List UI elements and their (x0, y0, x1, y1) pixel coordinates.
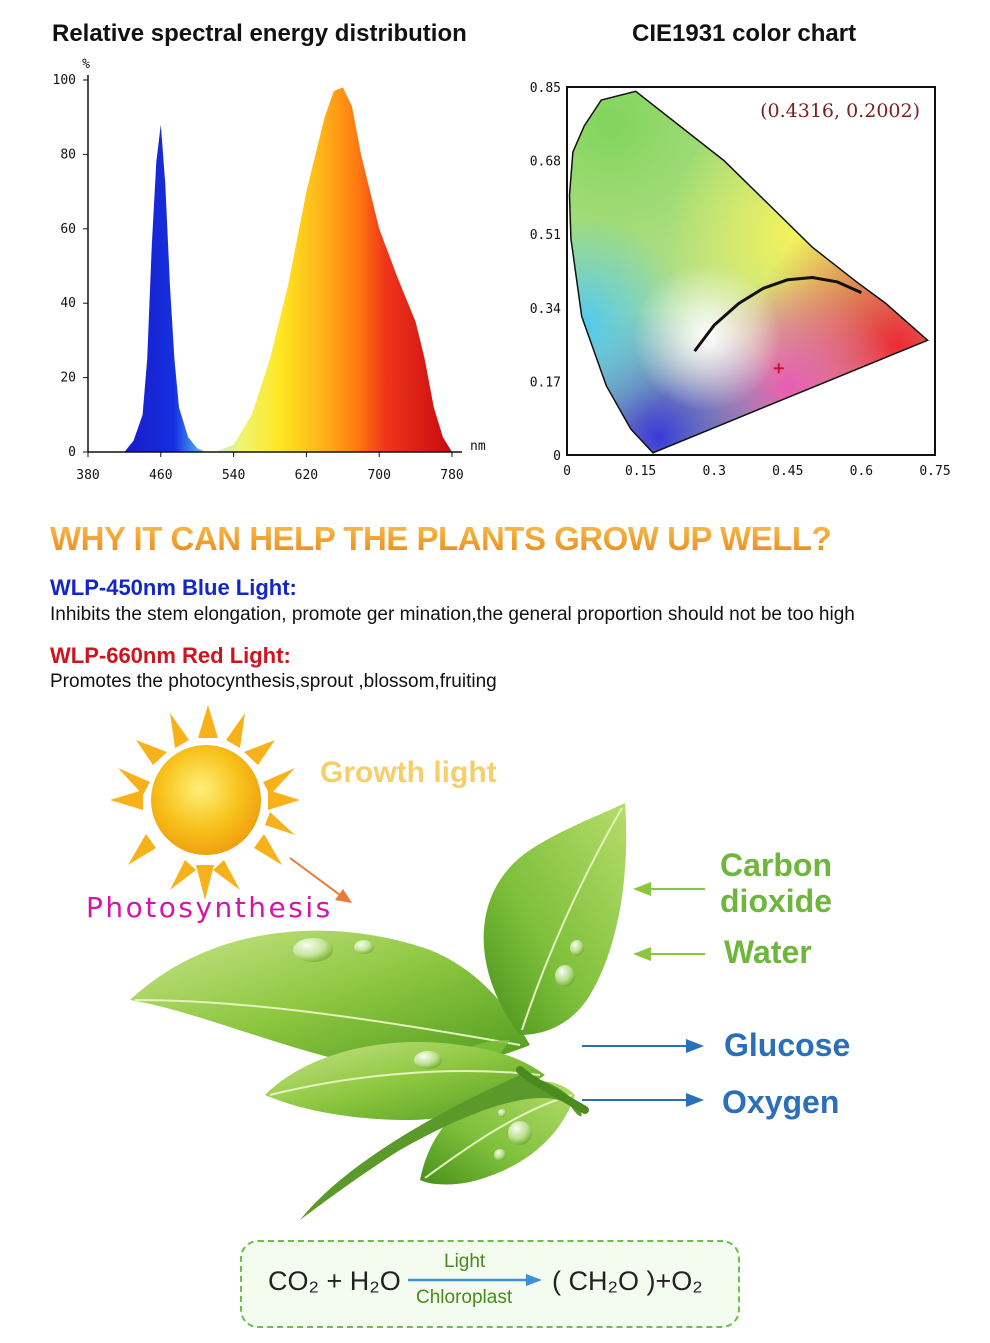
formula-light: Light (444, 1251, 486, 1272)
dioxide-label: dioxide (720, 883, 832, 919)
spectral-chart: 380 460 540 620 700 780 0 20 40 60 80 100% nm (53, 57, 486, 483)
cie-x-tick: 0.15 (625, 464, 656, 479)
formula-box (240, 1240, 740, 1328)
cie-spectral-locus (568, 90, 930, 454)
cie-y-tick: 0.51 (530, 228, 561, 243)
sun-arrow (289, 857, 341, 896)
glucose-arrow (582, 1039, 704, 1053)
growth-light-label: Growth light (320, 756, 497, 789)
cie-planckian-locus (693, 276, 863, 353)
spectral-x-tick: 780 (440, 468, 463, 483)
cie-x-tick: 0.75 (919, 464, 950, 479)
water-arrow (633, 947, 705, 961)
photosynthesis-label: Photosynthesis (86, 891, 333, 924)
formula-chloroplast: Chloroplast (416, 1287, 513, 1308)
spectrum-peak-0 (124, 124, 216, 452)
sun-icon (110, 705, 300, 900)
water-label: Water (724, 934, 812, 970)
formula-arrow (408, 1274, 542, 1286)
spectral-chart-title: Relative spectral energy distribution (52, 20, 467, 47)
cie-x-tick: 0.45 (772, 464, 803, 479)
spectral-y-tick: 20 (60, 371, 76, 386)
cie-x-tick: 0.3 (702, 464, 725, 479)
cie-y-tick: 0.34 (530, 302, 561, 317)
cie-chart: (0.4316, 0.2002) 0 0.15 0.3 0.45 0.6 0.75 0 0.17… (530, 81, 951, 479)
leaves-illustration (130, 803, 627, 1220)
carbon-label: Carbon (720, 847, 832, 883)
spectral-x-tick: 380 (76, 468, 99, 483)
cie-chart-title: CIE1931 color chart (632, 20, 857, 47)
oxygen-label: Oxygen (722, 1084, 839, 1120)
photosynthesis-diagram: Growth light Photosynthesis Carbon dioxi… (86, 705, 850, 1220)
spectral-y-tick: 60 (60, 222, 76, 237)
cie-y-tick: 0.68 (530, 155, 561, 170)
cie-chromaticity-point (773, 363, 784, 374)
spectral-x-tick: 540 (222, 468, 245, 483)
spectral-y-tick: 40 (60, 296, 76, 311)
red-light-title: WLP-660nm Red Light: (50, 643, 291, 668)
blue-light-title: WLP-450nm Blue Light: (50, 575, 297, 600)
spectral-y-tick: 0 (68, 445, 76, 460)
spectral-x-tick: 620 (295, 468, 318, 483)
spectral-x-unit: nm (470, 439, 486, 454)
spectral-x-tick: 700 (367, 468, 390, 483)
water-drops-icon (293, 938, 584, 1161)
glucose-label: Glucose (724, 1027, 850, 1063)
spectral-x-tick: 460 (149, 468, 172, 483)
cie-y-tick: 0.85 (530, 81, 561, 96)
cie-x-tick: 0.6 (850, 464, 873, 479)
cie-x-tick: 0 (563, 464, 571, 479)
cie-y-tick: 0.17 (530, 375, 561, 390)
cie-annotation: (0.4316, 0.2002) (760, 100, 920, 122)
headline: WHY IT CAN HELP THE PLANTS GROW UP WELL? (50, 520, 832, 557)
spectral-y-unit: % (82, 57, 90, 72)
oxygen-arrow (582, 1093, 704, 1107)
formula-reactants: CO₂ + H₂O (268, 1266, 401, 1296)
red-light-desc: Promotes the photocynthesis,sprout ,blos… (50, 671, 497, 692)
spectrum-peak-1 (215, 87, 452, 453)
blue-light-desc: Inhibits the stem elongation, promote ge… (50, 604, 855, 625)
formula-products: ( CH₂O )+O₂ (552, 1266, 703, 1296)
spectral-y-tick: 80 (60, 147, 76, 162)
carbon-dioxide-arrow (633, 882, 705, 896)
cie-y-tick: 0 (553, 449, 561, 464)
spectral-y-tick: 100 (53, 73, 76, 88)
